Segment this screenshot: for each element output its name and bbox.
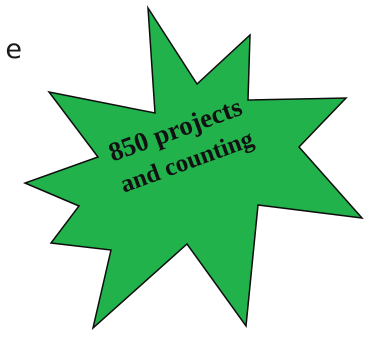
cut-off-text: e <box>0 30 24 70</box>
starburst-shape <box>22 5 364 331</box>
cut-off-text-glyph: e <box>5 34 22 65</box>
